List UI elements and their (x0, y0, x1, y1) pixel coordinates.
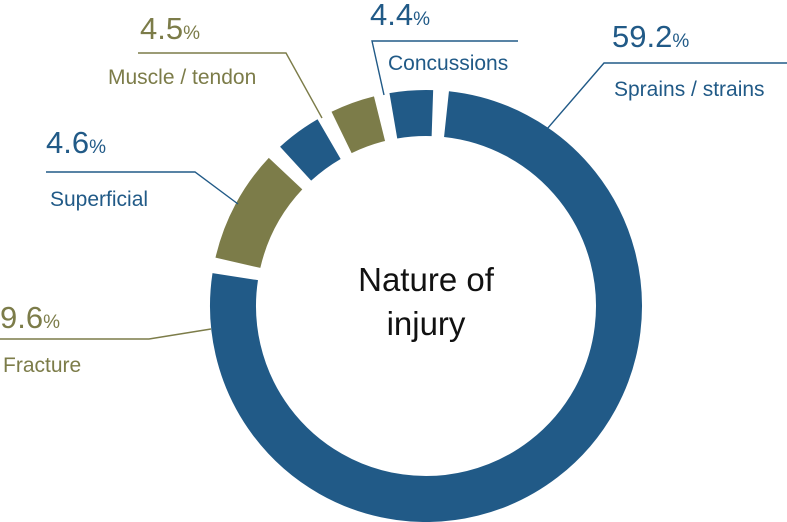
value-label-concussions: 4.4 (370, 0, 413, 32)
svg-text:4.4%: 4.4% (370, 0, 430, 32)
svg-text:9.6%: 9.6% (0, 300, 60, 335)
value-label-fracture: 9.6 (0, 300, 43, 335)
value-label-superficial: 4.6 (46, 125, 89, 160)
donut-slice-sprains (210, 91, 642, 522)
percent-sign-superficial: % (89, 137, 106, 158)
callout-sprains: 59.2% Sprains / strains (546, 19, 787, 130)
donut-slice-superficial (280, 119, 342, 182)
leader-line-superficial (46, 171, 239, 205)
donut-slice-muscle (331, 96, 386, 154)
percent-sign-muscle: % (183, 23, 200, 44)
donut-slice-fracture (215, 157, 303, 269)
callout-muscle: 4.5% Muscle / tendon (108, 11, 323, 119)
category-label-muscle: Muscle / tendon (108, 66, 256, 89)
percent-sign-fracture: % (43, 312, 60, 333)
percent-sign-concussions: % (413, 9, 430, 30)
category-label-sprains: Sprains / strains (614, 78, 765, 101)
leader-line-sprains (546, 62, 787, 130)
svg-text:4.6%: 4.6% (46, 125, 106, 160)
callout-superficial: 4.6% Superficial (46, 125, 239, 211)
center-title: Nature of injury (358, 261, 495, 342)
value-label-sprains: 59.2 (612, 19, 672, 54)
svg-text:59.2%: 59.2% (612, 19, 689, 54)
category-label-fracture: Fracture (3, 354, 81, 377)
donut-slice-concussions (389, 90, 434, 139)
center-title-line-2: injury (387, 305, 466, 342)
svg-text:4.5%: 4.5% (140, 11, 200, 46)
callout-fracture: 9.6% Fracture (0, 300, 212, 377)
category-label-superficial: Superficial (50, 188, 148, 211)
center-title-line-1: Nature of (358, 261, 495, 298)
leader-line-fracture (0, 328, 212, 340)
donut-ring (210, 90, 642, 522)
leader-line-muscle (138, 52, 323, 119)
percent-sign-sprains: % (672, 31, 689, 52)
leader-line-concussions (371, 40, 518, 96)
category-label-concussions: Concussions (388, 52, 508, 75)
value-label-muscle: 4.5 (140, 11, 183, 46)
callout-concussions: 4.4% Concussions (370, 0, 518, 96)
